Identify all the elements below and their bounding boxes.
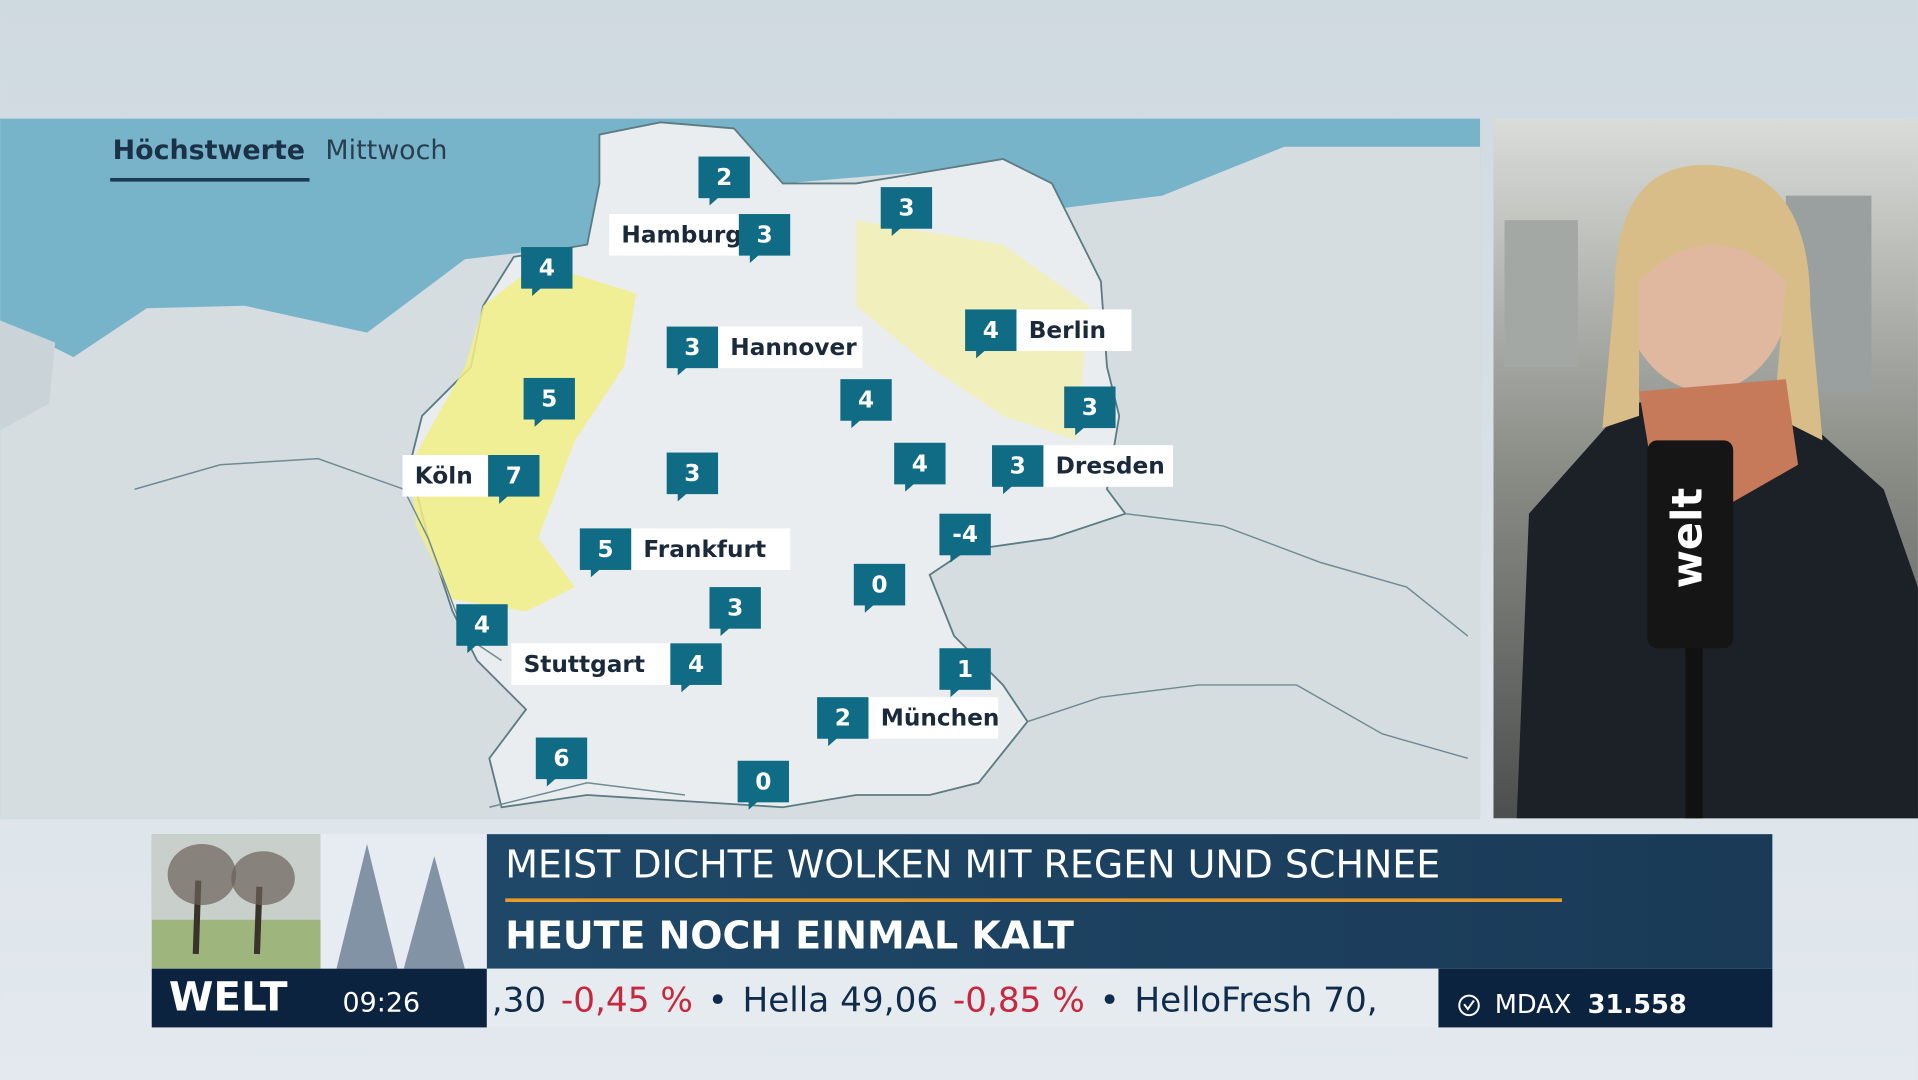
- index-name: MDAX: [1495, 990, 1572, 1020]
- temperature-value: 0: [755, 768, 771, 795]
- temperature-pointer: [851, 419, 862, 429]
- logo: WELT: [169, 973, 288, 1020]
- temperature-pointer: [864, 604, 875, 613]
- temperature-box: [709, 587, 761, 629]
- temperature-value: 2: [835, 705, 851, 732]
- map-subtitle: Mittwoch: [325, 135, 447, 166]
- city-label: Köln: [415, 463, 473, 490]
- temperature-pointer: [681, 683, 692, 693]
- ticker-item: ,30: [492, 980, 546, 1020]
- ticker-item: Hella 49,06: [742, 980, 938, 1020]
- mic-flag: welt: [1662, 488, 1711, 589]
- city-label: Frankfurt: [643, 536, 766, 563]
- reporter-video: welt: [1493, 118, 1918, 819]
- temperature-value: 3: [727, 595, 743, 622]
- temperature-box: [1064, 386, 1116, 429]
- temperature-value: 3: [684, 460, 700, 487]
- temperature-box: [894, 442, 946, 485]
- temperature-value: -4: [952, 521, 978, 548]
- temperature-pointer: [1003, 485, 1013, 495]
- subheadline: HEUTE NOCH EINMAL KALT: [505, 914, 1074, 958]
- ticker-item: •: [1100, 980, 1120, 1020]
- city-label-box: [718, 326, 863, 369]
- temperature-value: 4: [688, 651, 704, 678]
- temperature-pointer: [976, 349, 986, 359]
- clock: 09:26: [343, 988, 421, 1019]
- temperature-value: 3: [1082, 394, 1098, 421]
- ticker-item: -0,85 %: [953, 980, 1085, 1020]
- temperature-box: [817, 697, 869, 739]
- temperature-box: [488, 454, 540, 497]
- temperature-box: [670, 643, 722, 685]
- temperature-box: [579, 528, 632, 570]
- temperature-value: 1: [957, 656, 973, 683]
- map-title: Höchstwerte: [113, 135, 305, 166]
- temperature-box: [939, 513, 991, 556]
- city-label-box: [511, 643, 671, 685]
- city-label-box: [1016, 309, 1132, 352]
- temperature-value: 0: [871, 571, 887, 598]
- temperature-value: 3: [756, 222, 772, 249]
- temperature-pointer: [534, 418, 545, 427]
- temperature-box: [880, 187, 933, 229]
- temperature-box: [698, 156, 750, 199]
- temperature-pointer: [891, 227, 902, 237]
- temperature-pointer: [950, 688, 961, 698]
- ticker: ,30 -0,45 % • Hella 49,06 -0,85 % • HelloFresh…: [492, 980, 1378, 1020]
- temperature-pointer: [748, 801, 759, 810]
- temperature-box: [737, 760, 789, 803]
- headline: MEIST DICHTE WOLKEN MIT REGEN UND SCHNEE: [505, 843, 1440, 887]
- temperature-value: 2: [716, 164, 732, 191]
- city-label-box: [402, 454, 489, 497]
- temperature-pointer: [905, 483, 915, 492]
- city-label-box: [868, 697, 999, 739]
- temperature-pointer: [677, 492, 688, 502]
- temperature-pointer: [677, 366, 688, 376]
- temperature-value: 4: [539, 255, 555, 282]
- temperature-box: [738, 214, 791, 256]
- temperature-box: [939, 648, 991, 690]
- temperature-pointer: [467, 644, 478, 654]
- temperature-value: 4: [858, 387, 874, 414]
- temperature-box: [535, 737, 588, 780]
- temperature-box: [965, 309, 1017, 352]
- temperature-pointer: [950, 554, 961, 563]
- temperature-value: 4: [983, 317, 999, 344]
- temperature-value: 5: [597, 536, 613, 563]
- temperature-value: 4: [474, 612, 490, 639]
- temperature-value: 6: [553, 745, 569, 772]
- city-label-box: [609, 214, 739, 256]
- city-label: Hamburg: [621, 222, 742, 249]
- temperature-box: [840, 379, 892, 421]
- city-label: Hannover: [730, 334, 857, 361]
- city-label-box: [1043, 445, 1174, 487]
- temperature-box: [666, 452, 719, 495]
- ticker-item: HelloFresh 70,: [1134, 980, 1377, 1020]
- ticker-item: -0,45 %: [561, 980, 693, 1020]
- temperature-box: [853, 563, 906, 606]
- temperature-value: 3: [898, 195, 914, 222]
- temperature-box: [992, 445, 1044, 487]
- temperature-value: 4: [912, 450, 928, 477]
- temperature-box: [521, 247, 573, 289]
- lower-third: MEIST DICHTE WOLKEN MIT REGEN UND SCHNEE…: [151, 834, 1773, 1028]
- index-value: 31.558: [1588, 990, 1687, 1020]
- temperature-box: [666, 326, 719, 369]
- temperature-value: 5: [541, 385, 557, 412]
- city-label: Stuttgart: [524, 651, 645, 678]
- city-label: Berlin: [1029, 317, 1106, 344]
- temperature-box: [523, 377, 575, 420]
- temperature-value: 7: [506, 463, 522, 490]
- temperature-box: [456, 604, 508, 646]
- temperature-value: 3: [684, 334, 700, 361]
- city-label: Dresden: [1056, 453, 1165, 480]
- city-label: München: [881, 705, 1000, 732]
- temperature-value: 3: [1010, 453, 1026, 480]
- ticker-item: •: [708, 980, 728, 1020]
- city-label-box: [631, 528, 791, 570]
